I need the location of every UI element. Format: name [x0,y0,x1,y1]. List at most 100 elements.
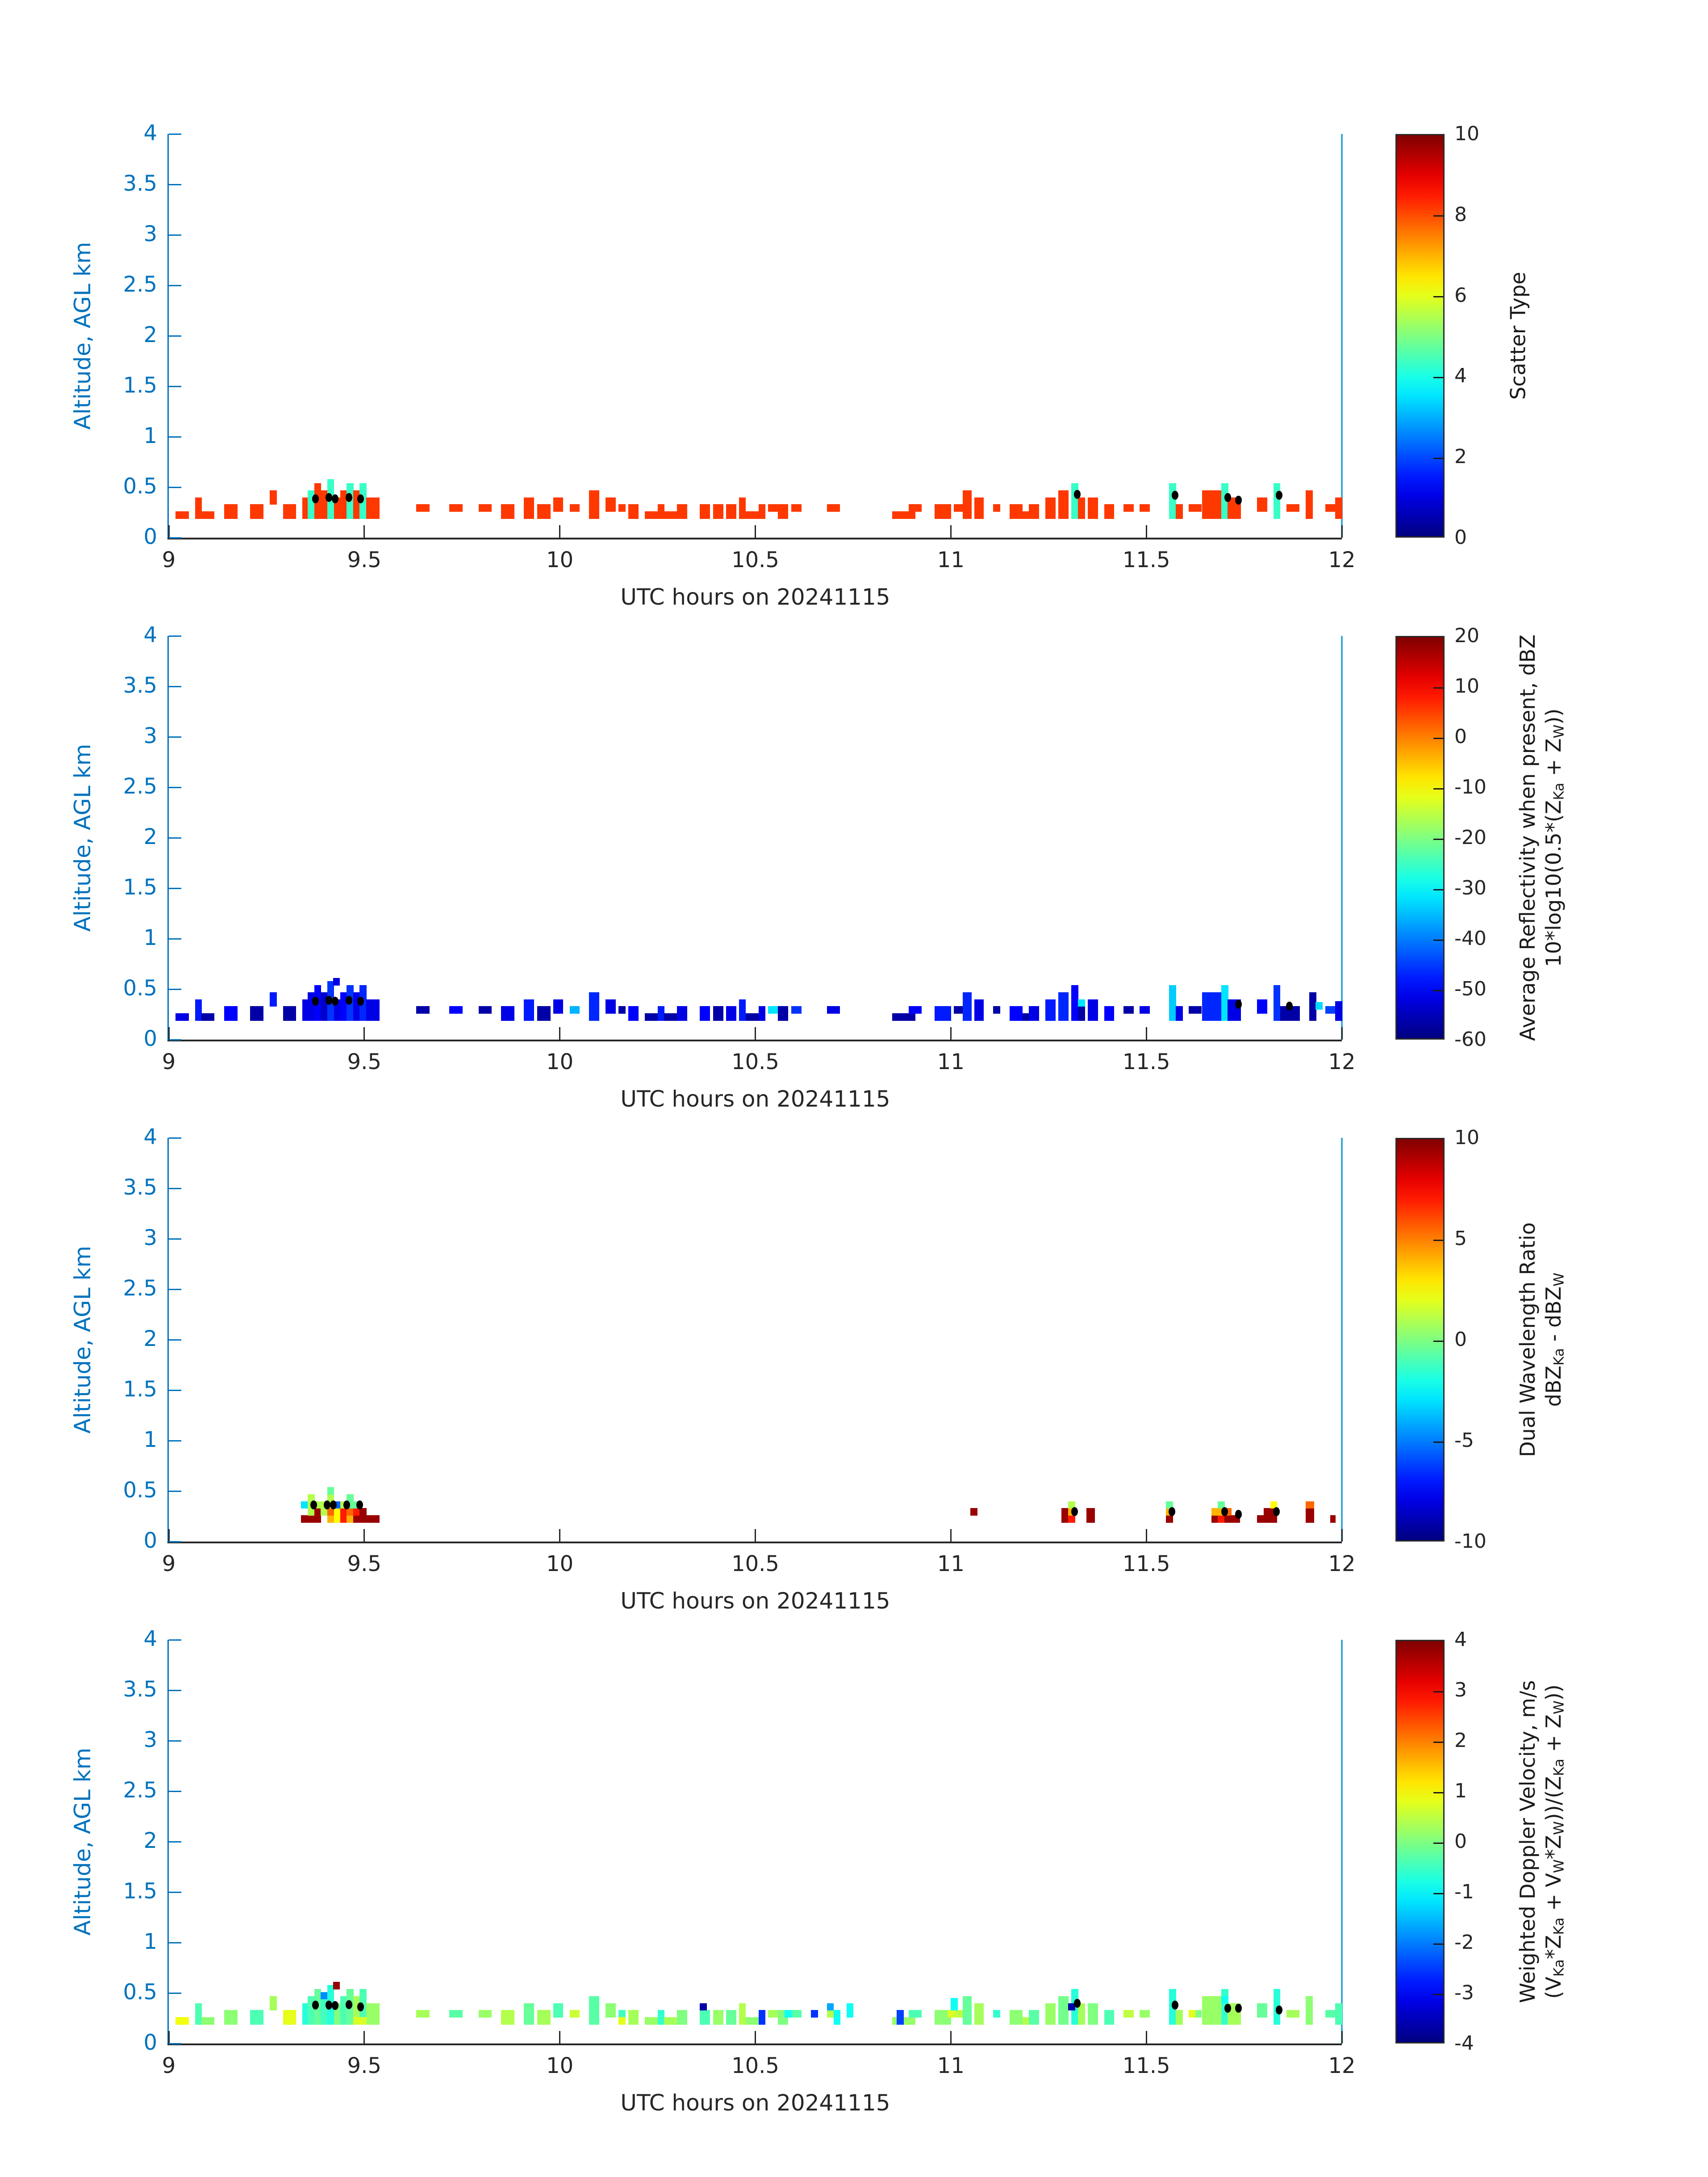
colorbar-tick-label: -50 [1454,978,1487,1000]
heatmap-cell [726,1006,736,1021]
y-tick-mark [169,1790,181,1792]
y-tick-label: 3.5 [123,1677,157,1702]
x-tick-label: 11 [937,2053,965,2078]
marker-dot [325,493,332,502]
heatmap-cell [1270,1501,1278,1509]
x-tick-label: 11.5 [1122,1551,1170,1576]
heatmap-cell [1335,2003,1342,2025]
marker-dot [1286,1002,1293,1011]
y-tick-mark [169,486,181,488]
heatmap-cell [224,504,238,519]
heatmap-cell [1061,1508,1069,1523]
heatmap-cell [1211,1508,1219,1516]
right-spine [1341,636,1343,1040]
plot-area: 9 9.5 10 10.5 11 11.5 12 0 0.5 1 1.5 2 2.5 3 3.5 4 [123,121,1356,572]
heatmap-cell [1029,504,1040,519]
heatmap-cell [791,2010,802,2018]
heatmap-cell [606,497,616,512]
x-tick-label: 12 [1328,547,1356,572]
heatmap-cell [1045,497,1056,519]
heatmap-cell [553,999,564,1014]
heatmap-cell [1071,483,1078,519]
marker-dot [1172,2001,1179,2010]
heatmap-cell [1315,1002,1323,1010]
heatmap-cell [657,2010,665,2025]
heatmap-cell [974,2003,984,2025]
colorbar-tick-label: -2 [1454,1931,1474,1954]
heatmap-cell [1165,1501,1173,1509]
x-tick-mark [1145,525,1147,538]
heatmap-cell [195,497,202,519]
heatmap-cell [250,2010,263,2025]
y-tick-mark [169,1740,181,1742]
heatmap-cell [307,1508,315,1516]
y-tick-label: 2 [143,824,157,849]
x-tick-mark [168,1529,170,1542]
y-tick-mark [169,133,181,135]
marker-dot [324,1500,331,1509]
marker-dot [1235,1509,1242,1519]
x-tick-mark [1145,1529,1147,1542]
heatmap-cell [1273,985,1281,1021]
heatmap-cell [1257,497,1267,512]
heatmap-cell [320,1992,328,2000]
x-tick-label: 9 [162,1551,176,1576]
heatmap-cell [1058,490,1069,519]
y-tick-mark [169,635,181,637]
heatmap-cell [589,992,600,1021]
colorbar-tick-label: 10 [1454,1126,1479,1149]
marker-dot [357,494,364,503]
heatmap-cell [974,999,984,1021]
marker-dot [346,2000,353,2009]
heatmap-cell [333,1982,340,1989]
colorbar-tick-label: 5 [1454,1227,1467,1250]
heatmap-cell [1306,490,1313,519]
heatmap-cell [201,511,215,519]
x-tick-label: 11 [937,547,965,572]
colorbar-tick-label: -1 [1454,1880,1474,1903]
heatmap-cell [366,999,380,1021]
heatmap-cell [657,1006,665,1021]
colorbar-label: Scatter Type [1505,272,1531,400]
heatmap-cell [353,2017,367,2025]
heatmap-cell [250,504,263,519]
y-tick-mark [169,436,181,438]
y-tick-mark [169,1187,181,1189]
y-tick-label: 3.5 [123,673,157,698]
y-tick-label: 0 [143,1026,157,1051]
marker-dot [310,1500,317,1509]
y-tick-label: 3.5 [123,1175,157,1200]
colorbar-tick-label: 0 [1454,1328,1467,1351]
y-tick-label: 3 [143,1727,157,1752]
x-tick-label: 11.5 [1122,1049,1170,1074]
heatmap-cell [1140,2010,1150,2018]
heatmap-cell [827,504,840,512]
y-tick-label: 2.5 [123,1778,157,1803]
heatmap-cell [366,497,380,519]
colorbar-tick-label: 0 [1454,725,1467,748]
y-tick-label: 4 [143,1626,157,1651]
heatmap-cell [664,511,678,519]
x-tick-mark [950,1027,952,1040]
heatmap-cell [1202,992,1222,1021]
heatmap-cell [644,2017,658,2025]
heatmap-cell [1218,1501,1225,1509]
x-tick-mark [755,2031,756,2043]
heatmap-cell [954,1006,965,1014]
heatmap-cell [501,2010,514,2025]
heatmap-cell [1306,1508,1314,1523]
heatmap-cell [347,1508,354,1516]
heatmap-cell [301,1501,308,1509]
heatmap-cell [1306,1996,1313,2025]
heatmap-cell [359,1508,367,1523]
panel-average-reflectivity: Altitude, AGL km 9 9.5 10 10.5 11 11.5 12 0 0.5 1… [0,623,1708,1138]
bottom-spine [167,1542,1342,1543]
colorbar-tick-mark [1433,838,1443,840]
heatmap-cell [993,2010,1000,2018]
y-tick-mark [169,1288,181,1290]
x-tick-label: 9.5 [347,547,381,572]
y-tick-mark [169,685,181,687]
colorbar-tick-mark [1433,1993,1443,1995]
heatmap-cell [353,1508,360,1516]
